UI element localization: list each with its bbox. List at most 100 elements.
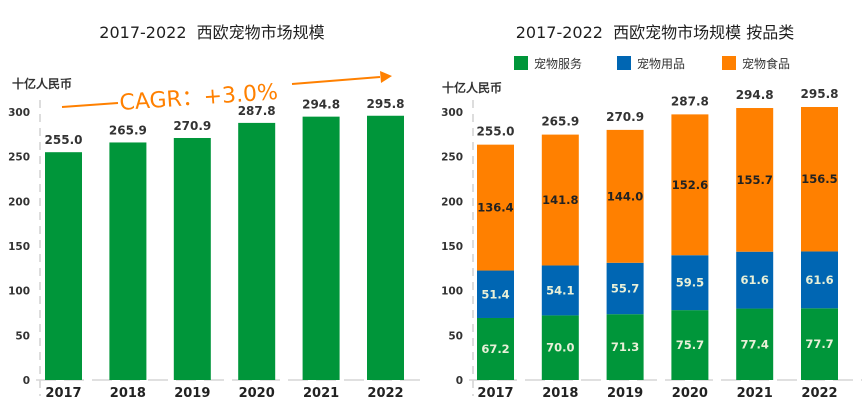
x-tick-label-2020: 2020	[239, 386, 275, 401]
cagr-line-left	[61, 102, 119, 108]
left-y-tick-label: 50	[15, 330, 30, 342]
segment-label-supplies-2021: 61.6	[741, 273, 769, 287]
bar-segment-supplies-2021	[736, 251, 774, 309]
left-y-tick-label: 200	[8, 196, 30, 208]
bar-segment-supplies-2019	[606, 262, 644, 315]
segment-label-services-2017: 67.2	[481, 342, 509, 356]
segment-label-services-2022: 77.7	[805, 337, 833, 351]
segment-label-food-2019: 144.0	[607, 189, 643, 203]
left-y-tick-label: 150	[8, 241, 30, 253]
bar-segment-services-2019	[606, 314, 644, 380]
bar-segment-services-2020	[671, 310, 709, 380]
x-tick-label-2022: 2022	[801, 386, 837, 401]
legend-item-supplies[interactable]: 宠物用品	[617, 56, 685, 71]
cagr-arrow-icon	[380, 71, 392, 83]
right-y-tick-label: 100	[441, 286, 463, 298]
segment-label-food-2017: 136.4	[477, 201, 513, 215]
right-y-ticks: 0 50 100 150 200 250 300	[441, 107, 463, 387]
segment-label-food-2021: 155.7	[737, 173, 773, 187]
x-tick-label-2019: 2019	[174, 386, 210, 401]
value-label-2022: 295.8	[367, 97, 405, 111]
left-y-tick-label: 0	[23, 375, 30, 387]
left-y-tick-label: 300	[8, 107, 30, 119]
right-y-axis-unit: 十亿人民币	[442, 80, 502, 95]
left-y-tick-label: 100	[8, 286, 30, 298]
x-tick-label-2020: 2020	[672, 386, 708, 401]
left-y-tick-label: 250	[8, 152, 30, 164]
right-bars	[477, 107, 838, 380]
bar-segment-supplies-2018	[541, 265, 579, 316]
segment-label-supplies-2018: 54.1	[546, 283, 574, 297]
bar-total-2019	[173, 137, 211, 380]
total-label-2021: 294.8	[736, 88, 774, 102]
legend-label-supplies: 宠物用品	[637, 56, 685, 71]
right-y-tick-label: 200	[441, 196, 463, 208]
total-label-2017: 255.0	[477, 125, 515, 139]
x-tick-label-2021: 2021	[737, 386, 773, 401]
x-tick-label-2022: 2022	[367, 386, 403, 401]
bar-segment-supplies-2017	[477, 270, 514, 318]
bar-segment-services-2018	[541, 315, 579, 380]
value-label-2019: 270.9	[173, 119, 211, 133]
bar-segment-services-2017	[477, 317, 514, 380]
segment-label-services-2019: 71.3	[611, 340, 639, 354]
segment-label-food-2022: 156.5	[801, 172, 837, 186]
legend-item-services[interactable]: 宠物服务	[514, 56, 582, 71]
right-y-tick-label: 50	[448, 330, 463, 342]
cagr-annotation: CAGR：+3.0%	[61, 71, 392, 116]
bar-segment-food-2020	[671, 114, 709, 256]
right-chart-title: 2017-2022 西欧宠物市场规模 按品类	[516, 23, 794, 42]
left-x-labels: 2017 2018 2019 2020 2021 2022	[45, 386, 403, 401]
segment-label-services-2021: 77.4	[741, 337, 769, 351]
bar-total-2017	[45, 152, 82, 380]
left-bars	[45, 115, 404, 381]
legend-item-food[interactable]: 宠物食品	[722, 56, 790, 71]
bar-segment-food-2022	[801, 107, 838, 252]
value-label-2018: 265.9	[109, 123, 147, 137]
bar-segment-supplies-2022	[801, 251, 838, 309]
legend-swatch-services	[514, 56, 528, 70]
segment-label-supplies-2020: 59.5	[676, 276, 704, 290]
right-segment-labels: 67.2 51.4 136.4 70.0 54.1 141.8 71.3 55.7 144.0 7…	[477, 172, 837, 356]
bar-segment-food-2019	[606, 129, 644, 263]
x-tick-label-2018: 2018	[110, 386, 146, 401]
bar-total-2020	[238, 122, 276, 380]
x-tick-label-2017: 2017	[45, 386, 81, 401]
total-label-2018: 265.9	[541, 115, 579, 129]
legend-swatch-supplies	[617, 56, 631, 70]
cagr-line-right	[291, 76, 381, 85]
segment-label-services-2018: 70.0	[546, 341, 574, 355]
total-label-2020: 287.8	[671, 94, 709, 108]
right-y-tick-label: 0	[456, 375, 463, 387]
right-x-labels: 2017 2018 2019 2020 2021 2022	[477, 386, 837, 401]
bar-segment-food-2017	[477, 144, 514, 271]
bar-segment-food-2021	[736, 108, 774, 252]
bar-total-2018	[109, 142, 147, 380]
segment-label-food-2018: 141.8	[542, 193, 578, 207]
value-label-2021: 294.8	[302, 98, 340, 112]
x-tick-label-2021: 2021	[303, 386, 339, 401]
bar-segment-services-2021	[736, 308, 774, 380]
left-chart: 2017-2022 西欧宠物市场规模 十亿人民币 0 50 100 150 200 250…	[8, 23, 428, 401]
legend-label-food: 宠物食品	[742, 56, 790, 71]
legend: 宠物服务 宠物用品 宠物食品	[514, 56, 790, 71]
segment-label-services-2020: 75.7	[676, 338, 704, 352]
value-label-2017: 255.0	[45, 133, 83, 147]
left-y-axis-unit: 十亿人民币	[12, 76, 72, 91]
x-tick-label-2017: 2017	[477, 386, 513, 401]
value-label-2020: 287.8	[238, 104, 276, 118]
segment-label-supplies-2017: 51.4	[481, 287, 509, 301]
bar-segment-food-2018	[541, 134, 579, 266]
total-label-2019: 270.9	[606, 110, 644, 124]
right-chart: 2017-2022 西欧宠物市场规模 按品类 宠物服务 宠物用品 宠物食品 十亿…	[441, 23, 862, 401]
bar-segment-supplies-2020	[671, 255, 709, 311]
legend-swatch-food	[722, 56, 736, 70]
x-tick-label-2018: 2018	[542, 386, 578, 401]
legend-label-services: 宠物服务	[534, 56, 582, 71]
right-y-tick-label: 250	[441, 152, 463, 164]
left-y-ticks: 0 50 100 150 200 250 300	[8, 107, 30, 387]
left-chart-title: 2017-2022 西欧宠物市场规模	[99, 23, 324, 42]
segment-label-supplies-2022: 61.6	[805, 273, 833, 287]
right-total-labels: 255.0 265.9 270.9 287.8 294.8 295.8	[477, 87, 839, 139]
